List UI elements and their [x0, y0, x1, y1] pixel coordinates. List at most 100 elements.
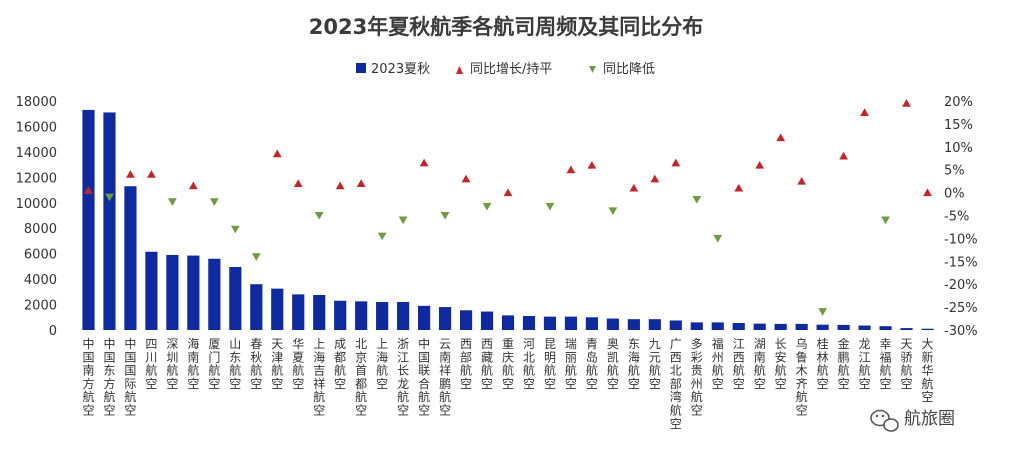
marker-up — [272, 149, 282, 158]
category-label: 厦门航空 — [208, 337, 220, 391]
marker-up — [797, 176, 807, 185]
bar — [480, 311, 494, 330]
marker-down — [881, 216, 890, 225]
marker-up — [461, 174, 471, 183]
bar — [648, 319, 661, 330]
marker-up — [902, 99, 911, 107]
y-left-tick-label: 16000 — [16, 120, 57, 135]
y-left-tick-label: 6000 — [24, 248, 57, 263]
marker-up — [147, 170, 156, 178]
category-label: 江西航空 — [733, 337, 745, 391]
marker-down — [482, 202, 492, 211]
category-label: 春秋航空 — [250, 337, 262, 391]
bar — [543, 316, 557, 330]
marker-down — [105, 193, 114, 202]
marker-up — [356, 179, 366, 187]
bar — [606, 318, 619, 330]
watermark-text: 航旅圈 — [904, 409, 955, 429]
category-label: 奥凯航空 — [607, 337, 619, 391]
y-left-tick-label: 10000 — [16, 197, 57, 212]
y-right-tick-label: -15% — [944, 255, 978, 270]
category-label: 天津航空 — [271, 337, 283, 391]
marker-up — [335, 181, 345, 190]
legend-down-marker — [589, 66, 596, 73]
y-right-tick-label: 15% — [944, 118, 973, 133]
category-label: 成都航空 — [334, 337, 346, 391]
y-axis-right: -30% -25% -20% -15% -10% -5% 0% 5% 10% 15% 20% — [944, 95, 978, 339]
y-right-tick-label: 10% — [944, 141, 973, 156]
marker-up — [587, 160, 597, 169]
legend-item-down: 同比降低 — [603, 62, 655, 77]
marker-up — [629, 183, 639, 192]
category-label: 上海吉祥航空 — [313, 337, 325, 418]
legend-item-up: 同比增长/持平 — [470, 62, 552, 77]
wechat-icon — [870, 409, 899, 432]
legend-item-bar: 2023夏秋 — [371, 62, 430, 77]
category-label: 中国南方航空 — [82, 336, 94, 418]
bar — [522, 316, 536, 330]
bar — [292, 294, 305, 330]
marker-up — [923, 188, 932, 197]
bar — [858, 325, 871, 330]
category-label: 河北航空 — [523, 337, 535, 391]
y-right-tick-label: -25% — [944, 301, 978, 316]
bar — [879, 326, 892, 330]
bar — [103, 112, 116, 330]
bar — [564, 316, 578, 330]
category-label: 华夏航空 — [292, 337, 304, 391]
bar — [816, 324, 829, 330]
marker-down — [209, 198, 219, 206]
y-right-tick-label: 0% — [944, 187, 965, 202]
marker-up — [126, 170, 135, 178]
marker-down — [440, 211, 450, 220]
marker-series — [84, 99, 932, 316]
category-label: 中国国际航空 — [124, 336, 136, 418]
marker-down — [314, 211, 324, 220]
y-left-tick-label: 12000 — [16, 171, 57, 186]
bar — [229, 267, 242, 330]
category-label: 广西北部湾航空 — [670, 337, 682, 431]
category-label: 大新华航空 — [922, 337, 934, 404]
bar — [208, 258, 221, 330]
legend: 2023夏秋 同比增长/持平 同比降低 — [356, 62, 655, 77]
bar — [145, 251, 158, 330]
marker-down — [230, 225, 240, 234]
category-label: 重庆航空 — [502, 337, 514, 391]
bar — [166, 254, 179, 330]
y-right-tick-label: -5% — [944, 210, 969, 225]
category-label: 西部航空 — [460, 337, 472, 391]
category-label: 福州航空 — [712, 336, 724, 391]
y-left-tick-label: 2000 — [24, 299, 57, 314]
y-right-tick-label: -20% — [944, 278, 978, 293]
category-label: 东海航空 — [628, 337, 640, 391]
marker-down — [692, 195, 702, 204]
marker-down — [608, 207, 618, 216]
bar — [397, 302, 410, 330]
bar — [271, 288, 284, 330]
category-label: 海南航空 — [187, 336, 199, 391]
bar — [837, 324, 850, 330]
legend-up-marker — [456, 66, 463, 74]
marker-down — [377, 232, 387, 241]
legend-bar-marker — [356, 63, 366, 73]
category-label: 长安航空 — [775, 337, 787, 391]
category-label: 四川航空 — [145, 337, 157, 391]
category-label: 西藏航空 — [481, 337, 493, 391]
bar — [376, 302, 389, 330]
y-left-tick-label: 0 — [49, 324, 57, 339]
bar — [501, 315, 515, 330]
marker-up — [503, 188, 513, 197]
category-label: 昆明航空 — [544, 337, 556, 391]
bar — [124, 186, 137, 330]
category-label: 中国东方航空 — [103, 336, 115, 418]
y-right-tick-label: -30% — [944, 324, 978, 339]
marker-up — [776, 133, 786, 142]
marker-down — [818, 308, 828, 316]
bar — [669, 320, 682, 330]
y-left-tick-label: 18000 — [16, 95, 57, 110]
marker-up — [755, 160, 765, 169]
x-axis-categories: 中国南方航空中国东方航空中国国际航空四川航空深圳航空海南航空厦门航空山东航空春秋… — [82, 336, 933, 431]
bar — [795, 323, 808, 330]
